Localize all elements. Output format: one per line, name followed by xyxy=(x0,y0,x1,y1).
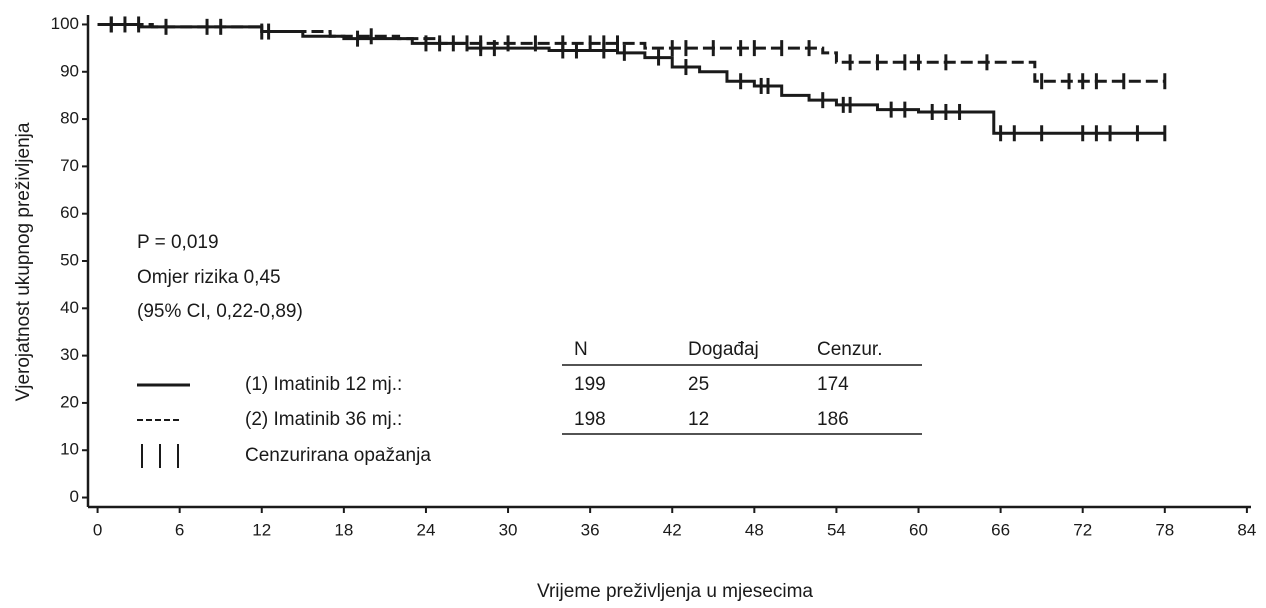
legend-label: Cenzurirana opažanja xyxy=(245,445,431,466)
y-tick-label: 0 xyxy=(70,487,79,506)
y-tick-label: 90 xyxy=(60,61,79,80)
x-tick-label: 18 xyxy=(334,520,353,539)
legend-header: Događaj xyxy=(688,339,759,360)
survival-curve xyxy=(97,22,1165,83)
x-tick-label: 24 xyxy=(416,520,435,539)
legend-header: N xyxy=(574,339,588,360)
legend-cell: 25 xyxy=(688,374,709,395)
y-tick-label: 70 xyxy=(60,156,79,175)
annotation: P = 0,019 xyxy=(137,232,219,253)
annotation: (95% CI, 0,22-0,89) xyxy=(137,301,303,322)
x-tick-label: 6 xyxy=(175,520,184,539)
x-tick-label: 36 xyxy=(581,520,600,539)
x-axis-label: Vrijeme preživljenja u mjesecima xyxy=(537,581,813,602)
y-tick-label: 10 xyxy=(60,440,79,459)
x-tick-label: 66 xyxy=(991,520,1010,539)
x-tick-label: 60 xyxy=(909,520,928,539)
x-tick-label: 48 xyxy=(745,520,764,539)
y-axis-label: Vjerojatnost ukupnog preživljenja xyxy=(13,122,34,401)
y-tick-label: 30 xyxy=(60,345,79,364)
x-tick-label: 54 xyxy=(827,520,846,539)
y-tick-label: 80 xyxy=(60,109,79,128)
x-tick-label: 42 xyxy=(663,520,682,539)
legend-label: (2) Imatinib 36 mj.: xyxy=(245,409,402,430)
x-tick-label: 0 xyxy=(93,520,102,539)
x-tick-label: 84 xyxy=(1237,520,1256,539)
legend-cell: 174 xyxy=(817,374,849,395)
legend-cell: 186 xyxy=(817,409,849,430)
y-tick-label: 20 xyxy=(60,392,79,411)
legend-cell: 198 xyxy=(574,409,606,430)
legend-header: Cenzur. xyxy=(817,339,882,360)
y-tick-label: 50 xyxy=(60,250,79,269)
legend-censor-symbol xyxy=(141,444,179,468)
annotation: Omjer rizika 0,45 xyxy=(137,267,281,288)
legend-label: (1) Imatinib 12 mj.: xyxy=(245,374,402,395)
x-tick-label: 72 xyxy=(1073,520,1092,539)
legend-cell: 199 xyxy=(574,374,606,395)
x-tick-label: 12 xyxy=(252,520,271,539)
y-tick-label: 60 xyxy=(60,203,79,222)
y-tick-label: 100 xyxy=(51,14,79,33)
y-tick-label: 40 xyxy=(60,298,79,317)
survival-curve xyxy=(97,22,1165,135)
x-tick-label: 78 xyxy=(1155,520,1174,539)
legend-cell: 12 xyxy=(688,409,709,430)
x-tick-label: 30 xyxy=(499,520,518,539)
